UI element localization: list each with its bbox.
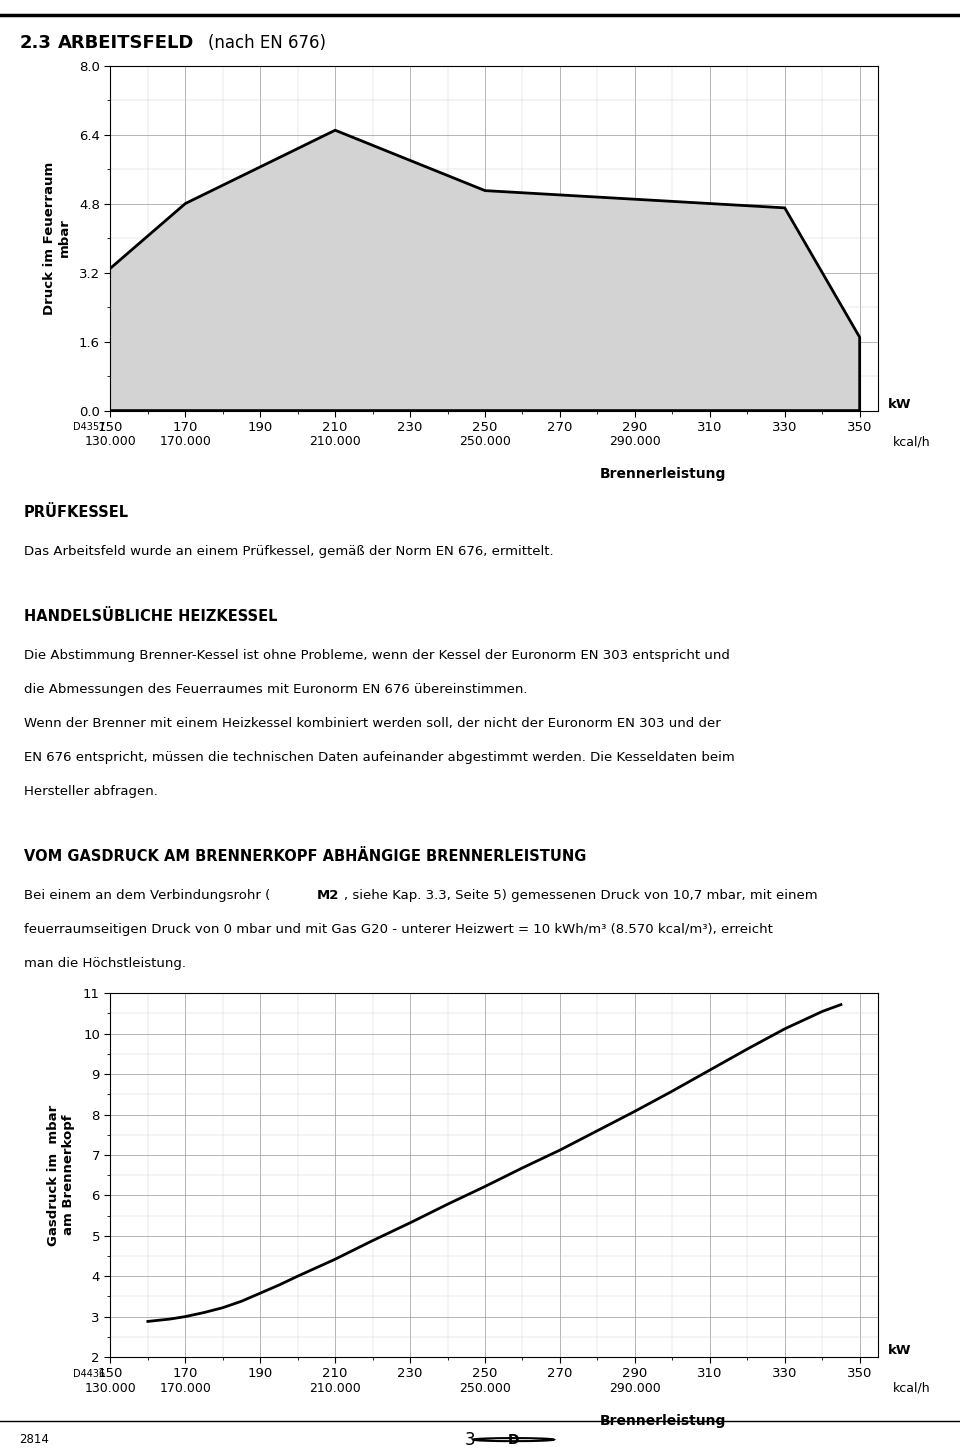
Text: 3: 3 [465,1431,476,1449]
Text: 290.000: 290.000 [609,1382,660,1395]
Text: Brennerleistung: Brennerleistung [600,467,727,482]
Text: kcal/h: kcal/h [893,1382,930,1395]
Text: kW: kW [888,397,911,411]
Text: (nach EN 676): (nach EN 676) [208,33,326,52]
Text: Hersteller abfragen.: Hersteller abfragen. [24,785,157,798]
Y-axis label: Gasdruck im  mbar
am Brennerkopf: Gasdruck im mbar am Brennerkopf [47,1105,75,1246]
Text: PRÜFKESSEL: PRÜFKESSEL [24,505,130,520]
Text: 210.000: 210.000 [309,1382,361,1395]
Text: kW: kW [888,1344,911,1357]
Text: Bei einem an dem Verbindungsrohr (: Bei einem an dem Verbindungsrohr ( [24,888,271,901]
Text: man die Höchstleistung.: man die Höchstleistung. [24,957,186,970]
Text: M2: M2 [317,888,339,901]
Text: 130.000: 130.000 [84,1382,136,1395]
Text: 2.3: 2.3 [19,33,51,52]
Text: Die Abstimmung Brenner-Kessel ist ohne Probleme, wenn der Kessel der Euronorm EN: Die Abstimmung Brenner-Kessel ist ohne P… [24,648,730,661]
Text: 290.000: 290.000 [609,435,660,448]
Text: HANDELSÜBLICHE HEIZKESSEL: HANDELSÜBLICHE HEIZKESSEL [24,609,277,625]
Text: 130.000: 130.000 [84,435,136,448]
Text: die Abmessungen des Feuerraumes mit Euronorm EN 676 übereinstimmen.: die Abmessungen des Feuerraumes mit Euro… [24,683,527,696]
Text: Das Arbeitsfeld wurde an einem Prüfkessel, gemäß der Norm EN 676, ermittelt.: Das Arbeitsfeld wurde an einem Prüfkesse… [24,545,554,558]
Text: 170.000: 170.000 [159,1382,211,1395]
Text: D4436: D4436 [74,1369,106,1379]
Text: ARBEITSFELD: ARBEITSFELD [58,33,194,52]
Text: feuerraumseitigen Druck von 0 mbar und mit Gas G20 - unterer Heizwert = 10 kWh/m: feuerraumseitigen Druck von 0 mbar und m… [24,923,773,936]
Text: Wenn der Brenner mit einem Heizkessel kombiniert werden soll, der nicht der Euro: Wenn der Brenner mit einem Heizkessel ko… [24,716,721,729]
Text: , siehe Kap. 3.3, Seite 5) gemessenen Druck von 10,7 mbar, mit einem: , siehe Kap. 3.3, Seite 5) gemessenen Dr… [344,888,817,901]
Text: D: D [508,1433,519,1447]
Text: 210.000: 210.000 [309,435,361,448]
Text: 250.000: 250.000 [459,1382,511,1395]
Text: VOM GASDRUCK AM BRENNERKOPF ABHÄNGIGE BRENNERLEISTUNG: VOM GASDRUCK AM BRENNERKOPF ABHÄNGIGE BR… [24,849,587,865]
Text: 250.000: 250.000 [459,435,511,448]
Y-axis label: Druck im Feuerraum
mbar: Druck im Feuerraum mbar [42,162,70,314]
Text: 170.000: 170.000 [159,435,211,448]
Text: 2814: 2814 [19,1433,49,1446]
Text: EN 676 entspricht, müssen die technischen Daten aufeinander abgestimmt werden. D: EN 676 entspricht, müssen die technische… [24,751,734,764]
Polygon shape [110,130,859,411]
Text: Brennerleistung: Brennerleistung [600,1414,727,1428]
Text: D4357: D4357 [73,422,106,432]
Text: kcal/h: kcal/h [893,435,930,448]
